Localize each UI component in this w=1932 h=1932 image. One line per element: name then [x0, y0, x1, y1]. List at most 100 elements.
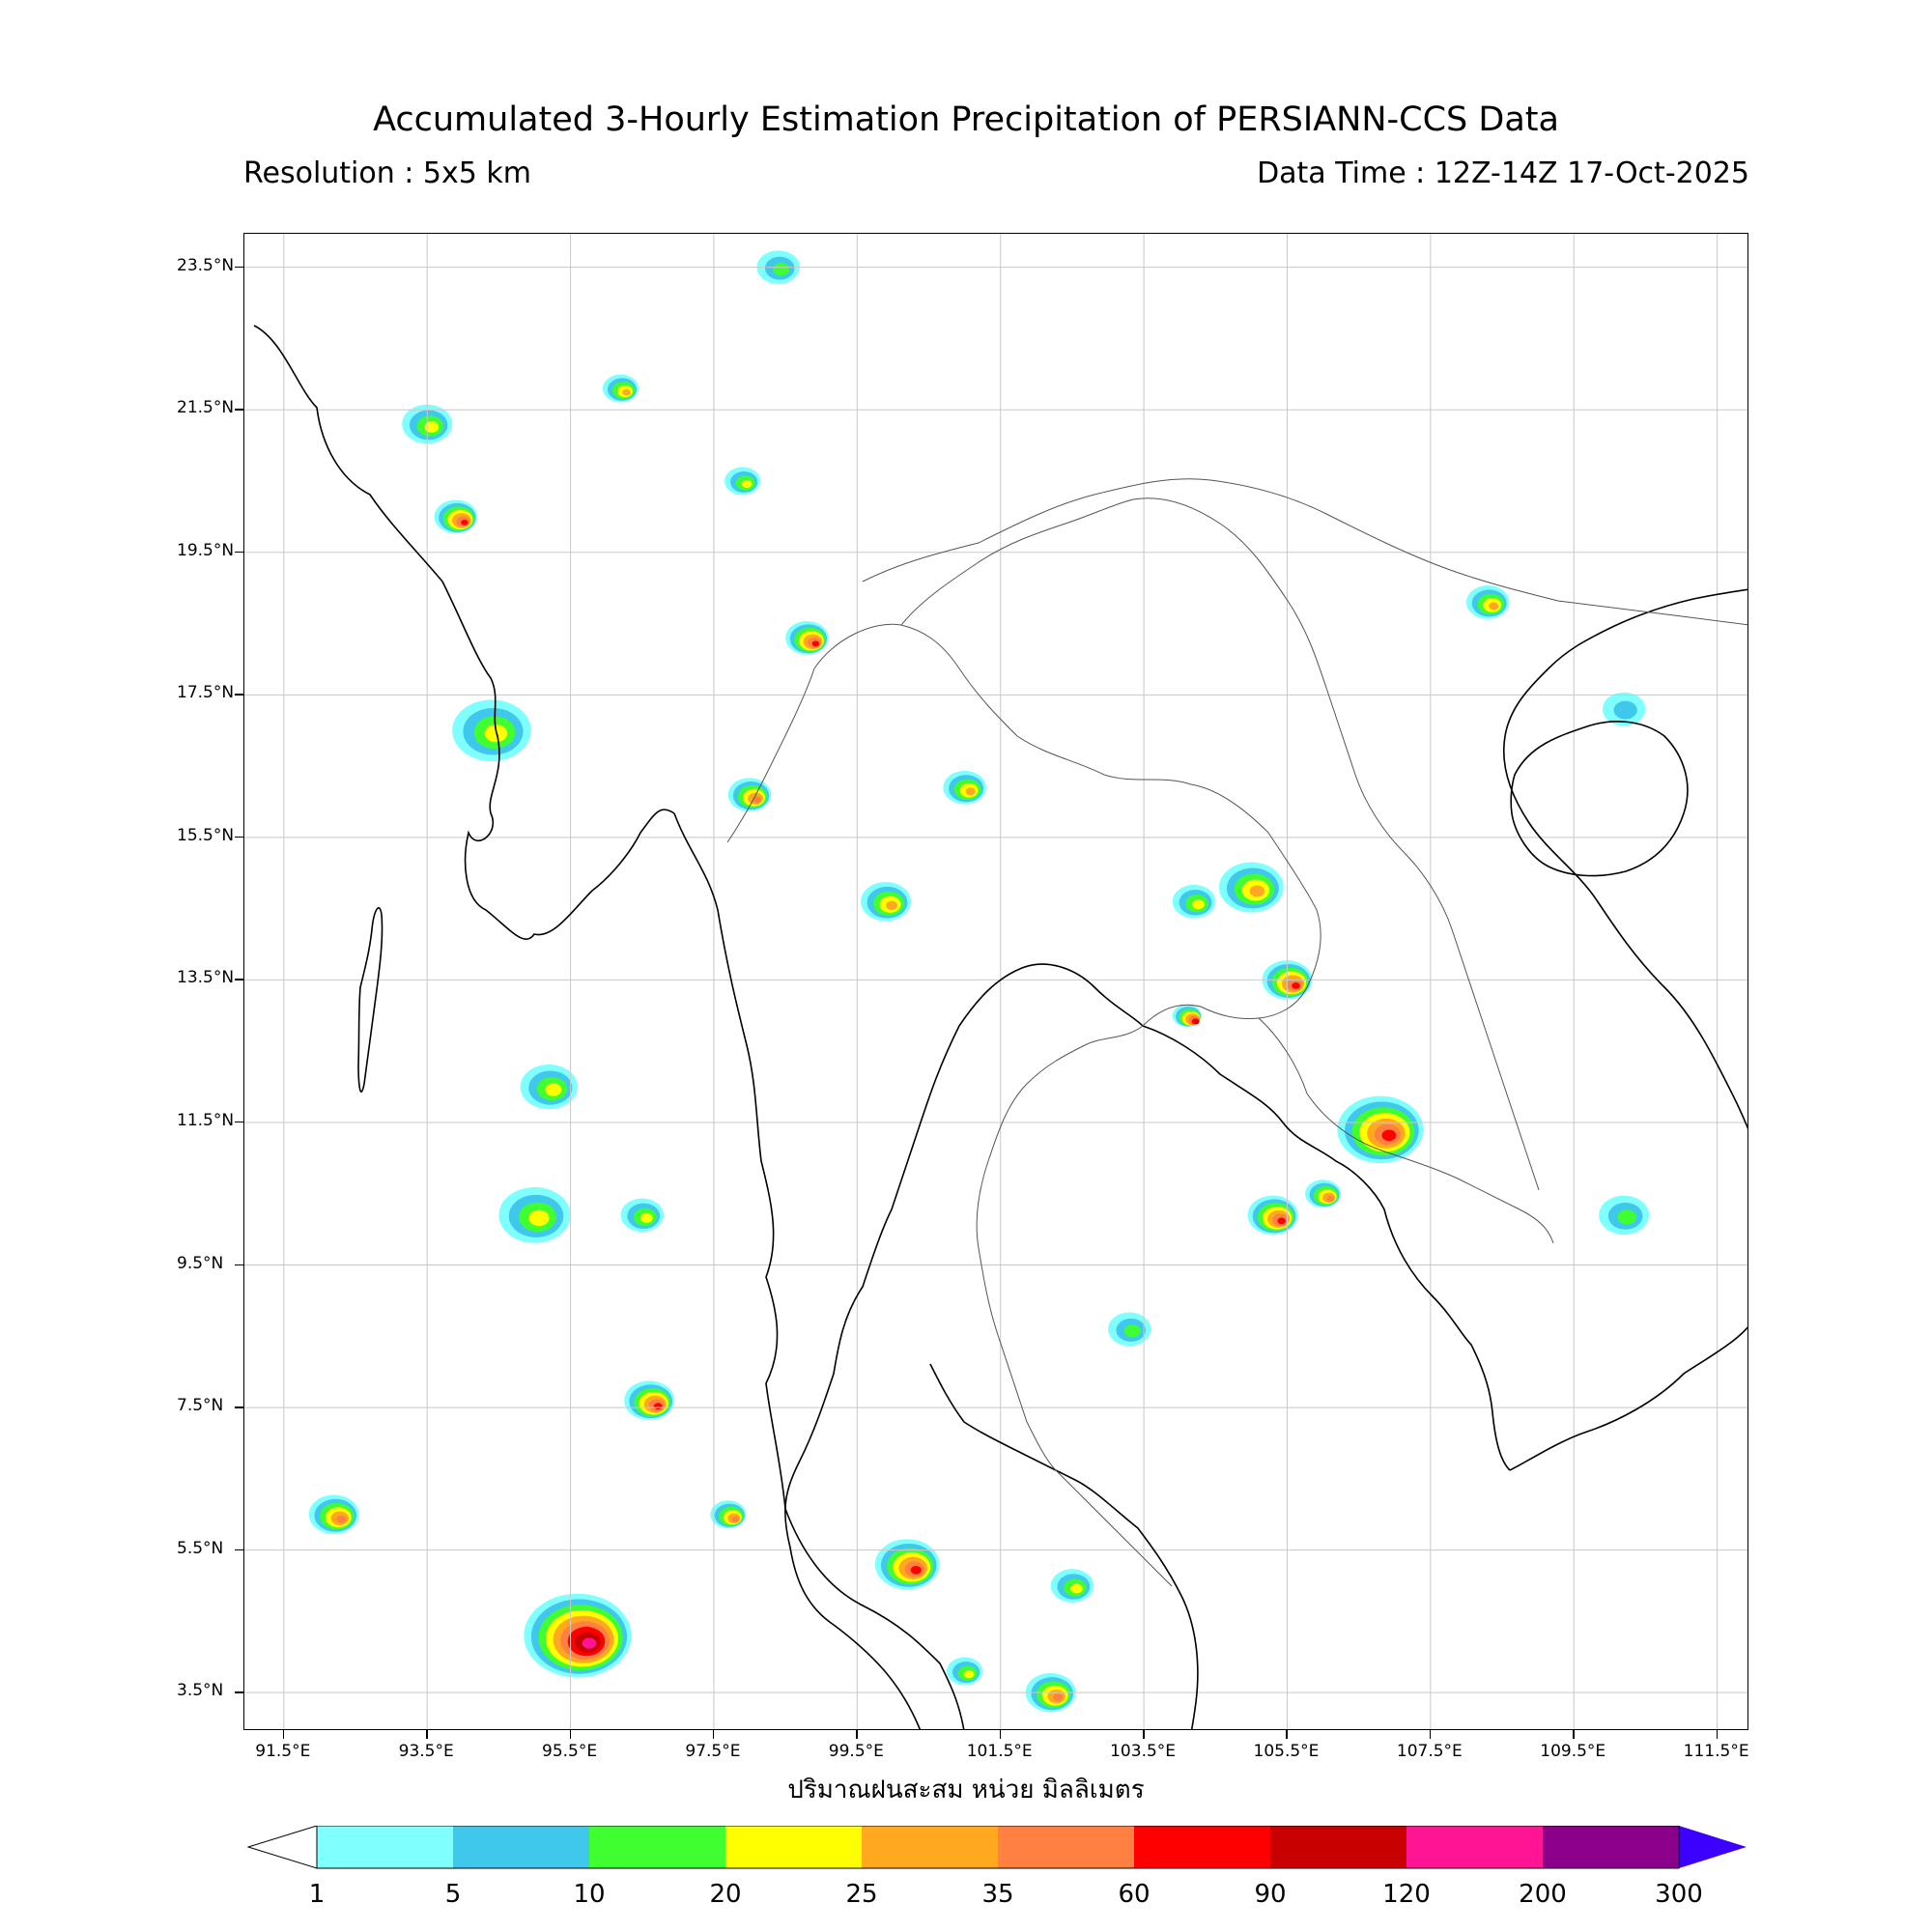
lat-tick	[235, 979, 243, 980]
colorbar-level-label: 5	[444, 1880, 462, 1909]
colorbar-level-label: 90	[1254, 1880, 1287, 1909]
lat-tick-label: 11.5°N	[177, 1110, 235, 1130]
lat-tick	[235, 1406, 243, 1408]
rain-cell-level	[886, 900, 897, 910]
coastline-andaman-sea	[673, 812, 965, 1729]
colorbar-segment	[1543, 1826, 1680, 1868]
colorbar-under-arrow	[246, 1826, 318, 1869]
colorbar-segment	[998, 1826, 1135, 1868]
rain-cell-level	[1070, 1583, 1083, 1594]
border-malaysia	[1055, 1469, 1173, 1587]
lon-tick	[426, 1730, 428, 1739]
coastline-malay-peninsula	[929, 1363, 1199, 1729]
border-thailand	[726, 623, 1321, 1471]
colorbar-level-label: 120	[1382, 1880, 1431, 1909]
lon-tick	[1286, 1730, 1288, 1739]
rain-cell-level	[622, 388, 631, 396]
rain-cell-level	[461, 519, 469, 526]
border-layer	[726, 478, 1747, 1587]
rain-cell-level	[741, 479, 753, 489]
lon-tick	[569, 1730, 572, 1739]
lon-tick-label: 107.5°E	[1396, 1742, 1463, 1761]
lat-tick-label: 7.5°N	[177, 1396, 224, 1416]
lat-tick	[235, 1264, 243, 1265]
lat-tick	[235, 551, 243, 554]
lat-tick-label: 21.5°N	[177, 398, 235, 418]
rain-layer	[308, 250, 1650, 1713]
coastline-vietnam	[1502, 588, 1747, 1471]
grid-layer	[244, 234, 1747, 1729]
coastline-gulf-thailand-east	[1142, 1025, 1511, 1471]
colorbar-segment	[1270, 1826, 1407, 1868]
rain-cell-level	[653, 1403, 663, 1410]
rain-cell-level	[1326, 1195, 1334, 1202]
coastline-layer	[253, 325, 1747, 1729]
lat-tick-label: 17.5°N	[177, 683, 235, 703]
colorbar-segment	[725, 1826, 863, 1868]
coastline-andaman-islands	[357, 907, 384, 1093]
colorbar-level-label: 25	[845, 1880, 878, 1909]
border-cambodia	[1258, 1017, 1554, 1244]
lon-tick-label: 105.5°E	[1253, 1742, 1320, 1761]
rain-cell-level	[336, 1515, 347, 1523]
rain-cell-level	[1617, 1209, 1636, 1225]
colorbar-frame	[316, 1826, 1680, 1869]
colorbar-units-label: ปริมาณฝนสะสม หน่วย มิลลิเมตร	[787, 1776, 1145, 1804]
colorbar-segment	[862, 1826, 999, 1868]
lon-tick-label: 97.5°E	[685, 1742, 741, 1761]
colorbar-segment	[1406, 1826, 1544, 1868]
lon-tick	[1573, 1730, 1575, 1739]
colorbar-segment	[589, 1826, 726, 1868]
data-time-label: Data Time : 12Z-14Z 17-Oct-2025	[1257, 156, 1749, 190]
coastline-gulf-thailand-west	[784, 963, 1144, 1729]
resolution-label: Resolution : 5x5 km	[243, 156, 531, 190]
rain-cell-level	[639, 1212, 653, 1223]
colorbar-level-label: 10	[573, 1880, 606, 1909]
rain-cell-level	[1292, 982, 1300, 989]
lon-tick-label: 95.5°E	[542, 1742, 598, 1761]
colorbar-segment	[1134, 1826, 1271, 1868]
rain-cell-level	[963, 1669, 975, 1679]
lat-tick-label: 15.5°N	[177, 825, 235, 845]
lon-tick-label: 111.5°E	[1683, 1742, 1749, 1761]
colorbar	[246, 1826, 1747, 1869]
lat-tick-label: 19.5°N	[177, 540, 235, 560]
rain-cell-level	[773, 263, 790, 276]
colorbar-level-label: 35	[981, 1880, 1014, 1909]
lon-tick	[712, 1730, 715, 1739]
colorbar-segment	[317, 1826, 454, 1868]
lon-tick-label: 99.5°E	[828, 1742, 884, 1761]
lat-tick	[235, 266, 243, 269]
lat-tick	[235, 409, 243, 411]
lon-tick-label: 93.5°E	[398, 1742, 454, 1761]
rain-cell-level	[424, 421, 440, 433]
rain-cell-level	[1613, 700, 1637, 720]
coastline-myanmar-bay	[253, 325, 675, 940]
lon-tick	[1143, 1730, 1145, 1739]
lat-tick-label: 13.5°N	[177, 968, 235, 988]
rain-cell-level	[528, 1209, 550, 1227]
lon-tick-label: 91.5°E	[255, 1742, 311, 1761]
lat-tick	[235, 694, 243, 696]
lat-tick	[235, 1121, 243, 1123]
lat-tick	[235, 836, 243, 838]
rain-cell-level	[965, 787, 976, 796]
rain-cell-level	[1123, 1324, 1141, 1338]
lon-tick-label: 103.5°E	[1110, 1742, 1177, 1761]
lat-tick-label: 5.5°N	[177, 1538, 224, 1558]
colorbar-over-arrow	[1679, 1826, 1747, 1868]
lat-tick	[235, 1548, 243, 1551]
precipitation-map	[243, 233, 1748, 1730]
rain-cell-level	[1381, 1129, 1397, 1142]
rain-cell-level	[910, 1566, 922, 1575]
coastline-hainan	[1510, 721, 1689, 877]
rain-cell-level	[753, 796, 761, 803]
map-title: Accumulated 3-Hourly Estimation Precipit…	[373, 100, 1559, 139]
lat-tick-label: 3.5°N	[177, 1681, 224, 1701]
colorbar-level-label: 20	[709, 1880, 742, 1909]
lon-tick-label: 101.5°E	[966, 1742, 1033, 1761]
rain-cell-level	[1249, 885, 1265, 897]
lon-tick-label: 109.5°E	[1540, 1742, 1606, 1761]
map-canvas	[244, 234, 1747, 1729]
colorbar-level-label: 60	[1118, 1880, 1151, 1909]
